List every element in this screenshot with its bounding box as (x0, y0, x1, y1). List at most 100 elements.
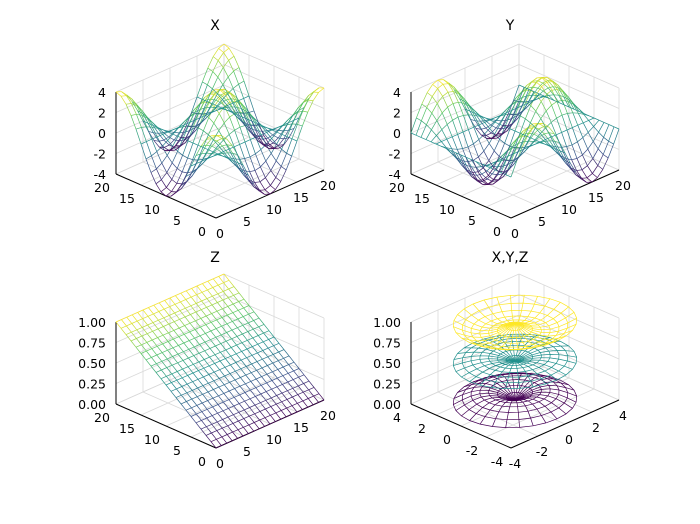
mesh-edge (153, 311, 159, 315)
mesh-edge (281, 149, 287, 154)
mesh-edge (278, 343, 285, 350)
mesh-edge (180, 401, 187, 405)
mesh-edge (296, 125, 303, 142)
mesh-edge (163, 326, 169, 334)
mesh-edge (249, 156, 256, 171)
mesh-edge (261, 367, 268, 375)
mesh-edge (192, 127, 199, 144)
mesh-edge (167, 356, 173, 360)
mesh-edge (523, 101, 529, 103)
mesh-edge (197, 379, 204, 386)
mesh-edge (498, 176, 504, 181)
mesh-edge (231, 327, 238, 331)
mesh-edge (553, 86, 559, 89)
mesh-edge (318, 399, 325, 403)
mesh-edge (186, 392, 193, 400)
mesh-edge (174, 312, 180, 320)
mesh-edge (153, 302, 160, 306)
mesh-edge (281, 166, 287, 171)
mesh-edge (298, 374, 305, 378)
mesh-edge (550, 134, 557, 138)
mesh-edge (208, 122, 215, 135)
mesh-edge (227, 70, 234, 78)
mesh-edge (239, 392, 246, 396)
mesh-edge (218, 395, 224, 403)
mesh-edge (535, 110, 542, 119)
z-tick-label: 0 (393, 126, 401, 141)
mesh-edge (217, 293, 224, 301)
mesh-edge (193, 355, 200, 363)
mesh-edge (231, 344, 237, 348)
mesh-edge (441, 124, 448, 130)
mesh-edge (297, 394, 304, 402)
mesh-edge (500, 109, 507, 116)
mesh-edge (195, 320, 201, 328)
mesh-edge (210, 339, 216, 347)
mesh-edge (224, 106, 230, 118)
mesh-edge (225, 340, 232, 348)
mesh-edge (120, 328, 127, 335)
mesh-edge (592, 158, 599, 166)
mesh-edge (583, 114, 589, 121)
mesh-edge (185, 296, 192, 300)
mesh-edge (192, 168, 198, 172)
mesh-edge (200, 428, 207, 436)
mesh-edge (223, 151, 229, 158)
mesh-edge (136, 327, 143, 331)
mesh-edge (151, 155, 157, 170)
mesh-edge (490, 124, 497, 129)
mesh-edge (227, 144, 233, 147)
mesh-edge (245, 366, 252, 373)
mesh-edge (157, 337, 163, 345)
mesh-edge (216, 138, 222, 142)
mesh-edge (179, 319, 185, 326)
mesh-edge (210, 441, 217, 449)
y-tick-label: 0 (198, 454, 206, 469)
mesh-edge (498, 171, 504, 173)
mesh-edge (264, 417, 271, 425)
mesh-edge (205, 324, 212, 332)
mesh-edge (194, 344, 200, 348)
mesh-edge (206, 295, 213, 299)
mesh-edge (531, 77, 538, 82)
mesh-edge (271, 138, 277, 145)
mesh-spoke (514, 306, 569, 326)
mesh-edge (255, 378, 262, 386)
mesh-edge (200, 309, 207, 317)
mesh-edge (194, 329, 201, 337)
mesh-edge (228, 288, 234, 296)
mesh-edge (121, 91, 127, 96)
z-tick-label: 0.25 (373, 377, 401, 392)
mesh-edge (244, 139, 251, 143)
mesh-edge (247, 340, 253, 347)
mesh-edge (200, 426, 207, 430)
mesh-edge (238, 418, 244, 422)
mesh-edge (148, 304, 154, 308)
mesh-edge (281, 124, 288, 135)
mesh-edge (286, 405, 293, 409)
mesh-edge (233, 67, 240, 72)
grid-line (223, 273, 325, 319)
mesh-edge (254, 166, 261, 171)
mesh-edge (203, 102, 210, 115)
mesh-edge (242, 322, 249, 326)
mesh-edge (221, 332, 227, 336)
mesh-edge (257, 335, 264, 343)
mesh-edge (174, 145, 181, 151)
mesh-edge (291, 411, 298, 415)
mesh-edge (576, 174, 582, 179)
mesh-edge (528, 126, 534, 134)
mesh-edge (280, 416, 287, 420)
mesh-edge (456, 157, 463, 166)
x-tick-label: 20 (615, 178, 631, 193)
mesh-edge (201, 417, 207, 421)
mesh-edge (222, 308, 228, 316)
mesh-edge (503, 169, 509, 173)
mesh-edge (459, 98, 466, 110)
mesh-edge (237, 426, 244, 431)
mesh-edge (242, 316, 249, 324)
mesh-edge (442, 83, 449, 85)
mesh-spoke (461, 397, 516, 417)
mesh-edge (232, 321, 238, 328)
mesh-edge (436, 135, 442, 142)
